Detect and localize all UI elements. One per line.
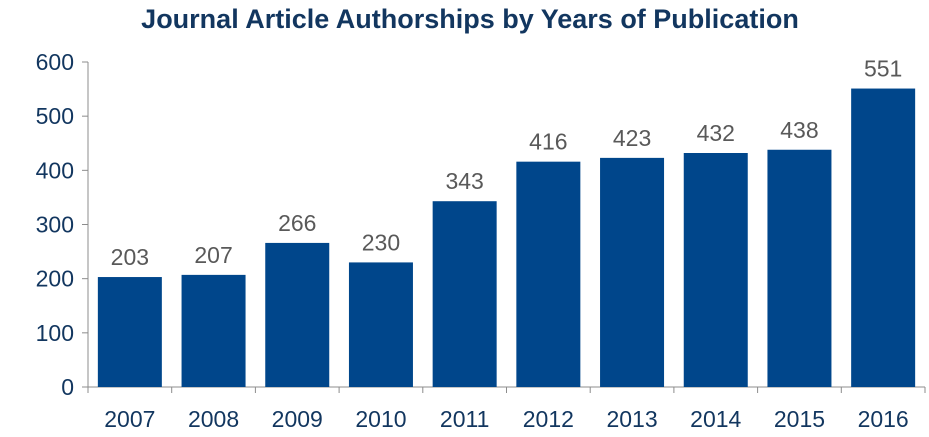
bar-2015 bbox=[767, 149, 832, 387]
data-label-2010: 230 bbox=[362, 229, 400, 255]
bar-2016 bbox=[851, 88, 916, 388]
bar-2014 bbox=[683, 153, 748, 387]
data-label-2014: 432 bbox=[697, 120, 735, 146]
bar-2012 bbox=[516, 161, 581, 387]
y-tick-label: 0 bbox=[61, 374, 74, 400]
y-tick-label: 100 bbox=[36, 320, 74, 346]
data-label-2009: 266 bbox=[278, 210, 316, 236]
data-label-2007: 203 bbox=[111, 244, 149, 270]
bar-2011 bbox=[432, 201, 497, 387]
x-tick-label-2009: 2009 bbox=[272, 406, 323, 432]
data-label-2016: 551 bbox=[864, 56, 902, 82]
y-tick-label: 400 bbox=[36, 157, 74, 183]
x-tick-label-2012: 2012 bbox=[523, 406, 574, 432]
bar-2013 bbox=[600, 157, 665, 387]
data-label-2008: 207 bbox=[194, 242, 232, 268]
data-label-2013: 423 bbox=[613, 125, 651, 151]
y-tick-label: 600 bbox=[36, 49, 74, 75]
x-tick-label-2011: 2011 bbox=[440, 406, 489, 432]
x-tick-label-2013: 2013 bbox=[606, 406, 657, 432]
data-label-2011: 343 bbox=[445, 168, 483, 194]
bar-2008 bbox=[181, 274, 246, 387]
x-tick-label-2007: 2007 bbox=[104, 406, 155, 432]
y-tick-label: 500 bbox=[36, 103, 74, 129]
data-label-2015: 438 bbox=[780, 117, 818, 143]
x-tick-label-2008: 2008 bbox=[188, 406, 239, 432]
data-label-2012: 416 bbox=[529, 129, 567, 155]
bar-2007 bbox=[97, 277, 162, 387]
x-tick-label-2010: 2010 bbox=[355, 406, 406, 432]
x-tick-label-2014: 2014 bbox=[690, 406, 741, 432]
x-tick-label-2016: 2016 bbox=[858, 406, 909, 432]
y-tick-label: 200 bbox=[36, 266, 74, 292]
chart-title: Journal Article Authorships by Years of … bbox=[141, 4, 799, 34]
bar-2009 bbox=[265, 242, 330, 387]
x-tick-label-2015: 2015 bbox=[774, 406, 825, 432]
y-tick-label: 300 bbox=[36, 212, 74, 238]
bar-2010 bbox=[348, 262, 413, 387]
